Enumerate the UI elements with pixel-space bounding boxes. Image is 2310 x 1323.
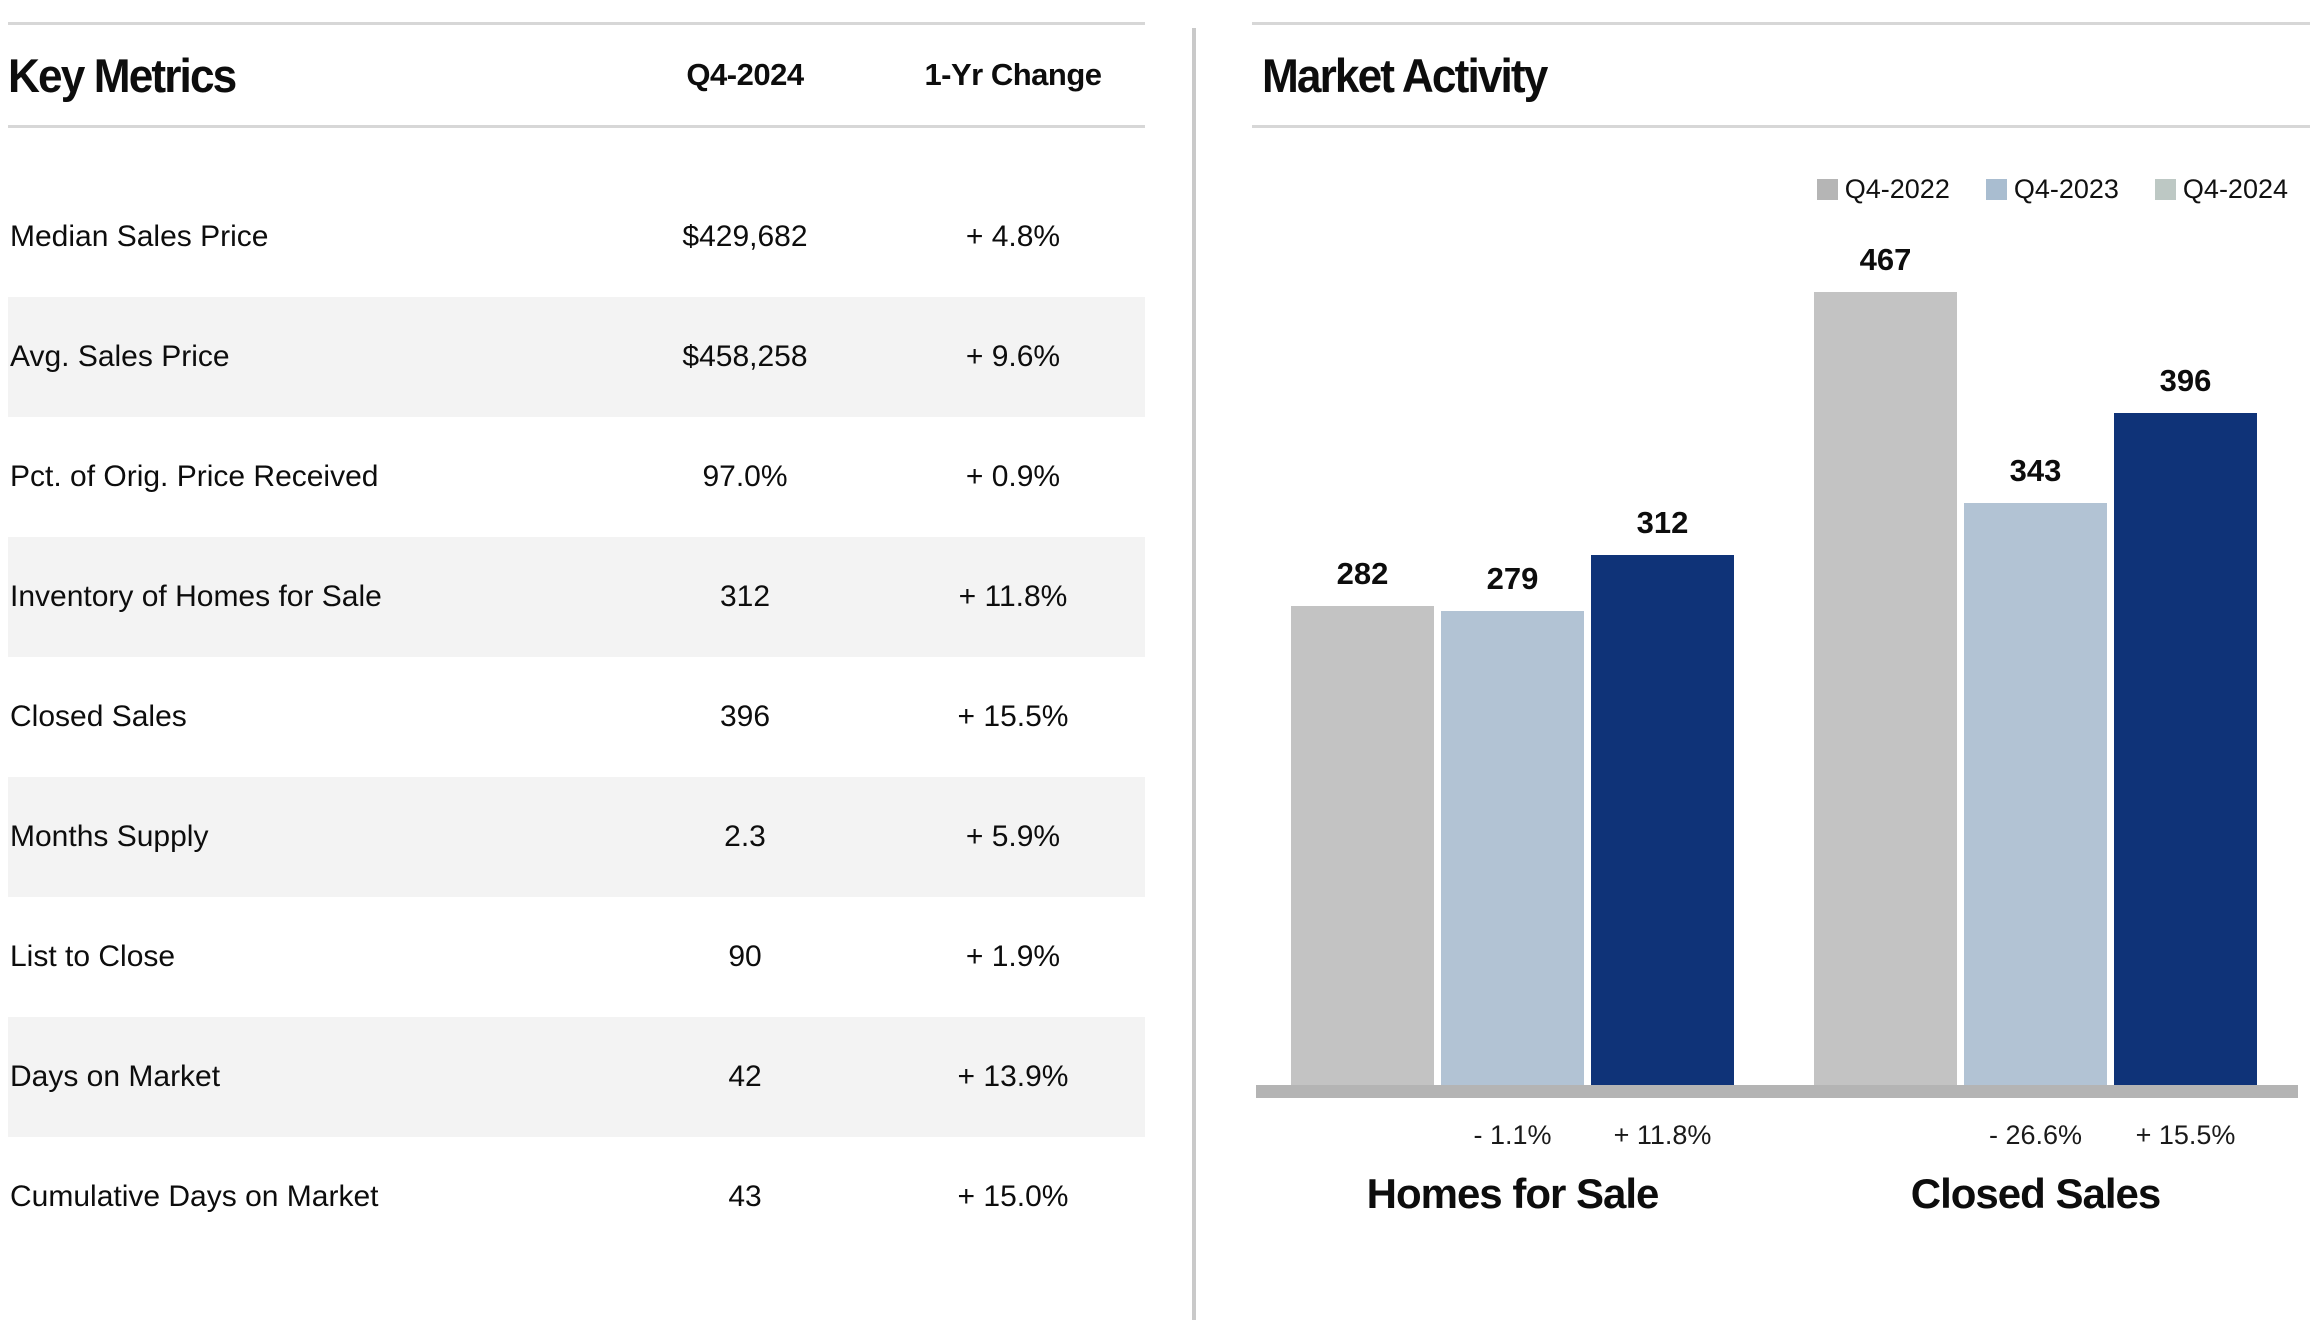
key-metrics-table: Median Sales Price $429,682 + 4.8% Avg. Sal… xyxy=(8,177,1145,1257)
chart-legend: Q4-2022 Q4-2023 Q4-2024 xyxy=(1816,174,2288,205)
bar-pct-change: + 11.8% xyxy=(1613,1120,1712,1150)
metric-value: 97.0% xyxy=(702,460,788,493)
market-activity-chart: 282 279 312 467 343 396 - 1.1% + 11.8% - 26.6% +… xyxy=(1252,22,2310,1323)
table-row: Days on Market 42 + 13.9% xyxy=(8,1017,1145,1137)
bar-q4-2024 xyxy=(1591,555,1734,1085)
metric-change: + 15.0% xyxy=(957,1180,1069,1213)
bar-pct-change: - 26.6% xyxy=(1988,1120,2083,1150)
metric-value: 43 xyxy=(728,1180,762,1213)
metric-label: Months Supply xyxy=(10,820,209,853)
bar-pct-change: + 15.5% xyxy=(2135,1120,2236,1150)
bar-value-label: 279 xyxy=(1486,561,1539,596)
table-row: Closed Sales 396 + 15.5% xyxy=(8,657,1145,777)
metric-change: + 5.9% xyxy=(965,820,1061,853)
table-row: Months Supply 2.3 + 5.9% xyxy=(8,777,1145,897)
bar-q4-2022 xyxy=(1291,606,1434,1085)
legend-item: Q4-2022 xyxy=(1816,174,1950,205)
legend-label: Q4-2022 xyxy=(1844,174,1950,204)
table-row: Median Sales Price $429,682 + 4.8% xyxy=(8,177,1145,297)
table-row: Inventory of Homes for Sale 312 + 11.8% xyxy=(8,537,1145,657)
metric-value: 2.3 xyxy=(724,820,766,853)
market-activity-title: Market Activity xyxy=(1262,48,1548,102)
bar-q4-2023 xyxy=(1441,611,1584,1085)
metric-value: 312 xyxy=(719,580,771,613)
key-metrics-header-rule xyxy=(8,125,1145,128)
metric-label: Pct. of Orig. Price Received xyxy=(10,460,379,493)
table-row: Pct. of Orig. Price Received 97.0% + 0.9% xyxy=(8,417,1145,537)
legend-swatch-icon xyxy=(2154,179,2176,200)
legend-label: Q4-2024 xyxy=(2182,174,2288,204)
key-metrics-header: Key Metrics Q4-2024 1-Yr Change xyxy=(8,25,1145,125)
bar-value-label: 343 xyxy=(2009,453,2062,488)
table-row: List to Close 90 + 1.9% xyxy=(8,897,1145,1017)
metric-change: + 9.6% xyxy=(965,340,1061,373)
metric-label: Days on Market xyxy=(10,1060,221,1093)
metric-change: + 13.9% xyxy=(957,1060,1069,1093)
table-row: Cumulative Days on Market 43 + 15.0% xyxy=(8,1137,1145,1257)
key-metrics-top-rule xyxy=(8,22,1145,25)
metric-label: Avg. Sales Price xyxy=(10,340,230,373)
metric-value: $429,682 xyxy=(682,220,808,253)
legend-item: Q4-2024 xyxy=(2154,174,2288,205)
metric-label: List to Close xyxy=(10,940,176,973)
metric-label: Median Sales Price xyxy=(10,220,269,253)
bar-pct-change: - 1.1% xyxy=(1473,1120,1552,1150)
table-row: Avg. Sales Price $458,258 + 9.6% xyxy=(8,297,1145,417)
metric-change: + 4.8% xyxy=(965,220,1061,253)
metric-value: 90 xyxy=(728,940,762,973)
key-metrics-panel: Key Metrics Q4-2024 1-Yr Change Median S… xyxy=(8,22,1145,1257)
market-activity-top-rule xyxy=(1252,22,2310,25)
metric-value: 42 xyxy=(728,1060,762,1093)
metric-change: + 1.9% xyxy=(965,940,1061,973)
bar-value-label: 312 xyxy=(1636,505,1689,540)
bar-value-label: 467 xyxy=(1859,242,1912,277)
panel-divider xyxy=(1192,28,1196,1320)
metric-label: Closed Sales xyxy=(10,700,187,733)
metric-change: + 0.9% xyxy=(965,460,1061,493)
metric-value: $458,258 xyxy=(682,340,808,373)
bar-q4-2024 xyxy=(2114,413,2257,1085)
legend-label: Q4-2023 xyxy=(2013,174,2119,204)
metric-label: Cumulative Days on Market xyxy=(10,1180,379,1213)
key-metrics-title: Key Metrics xyxy=(8,48,237,102)
column-header-change: 1-Yr Change xyxy=(924,57,1102,92)
bar-q4-2022 xyxy=(1814,292,1957,1085)
chart-bars: 282 279 312 467 343 396 xyxy=(1252,242,2310,1085)
metric-value: 396 xyxy=(719,700,771,733)
bar-q4-2023 xyxy=(1964,503,2107,1085)
market-activity-header: Market Activity xyxy=(1252,25,2310,125)
bar-value-label: 282 xyxy=(1336,556,1389,591)
metric-change: + 15.5% xyxy=(957,700,1069,733)
bar-value-label: 396 xyxy=(2159,363,2212,398)
legend-swatch-icon xyxy=(1985,179,2007,200)
chart-baseline xyxy=(1256,1085,2298,1098)
chart-category-label: Homes for Sale xyxy=(1366,1170,1660,1217)
chart-category-label: Closed Sales xyxy=(1910,1170,2161,1217)
metric-change: + 11.8% xyxy=(958,580,1068,613)
market-activity-header-rule xyxy=(1252,125,2310,128)
market-activity-panel: Market Activity Q4-2022 Q4-2023 Q4-2024 28… xyxy=(1252,22,2310,1323)
metric-label: Inventory of Homes for Sale xyxy=(10,580,382,613)
legend-swatch-icon xyxy=(1816,179,1838,200)
legend-item: Q4-2023 xyxy=(1985,174,2119,205)
column-header-period: Q4-2024 xyxy=(686,57,804,92)
